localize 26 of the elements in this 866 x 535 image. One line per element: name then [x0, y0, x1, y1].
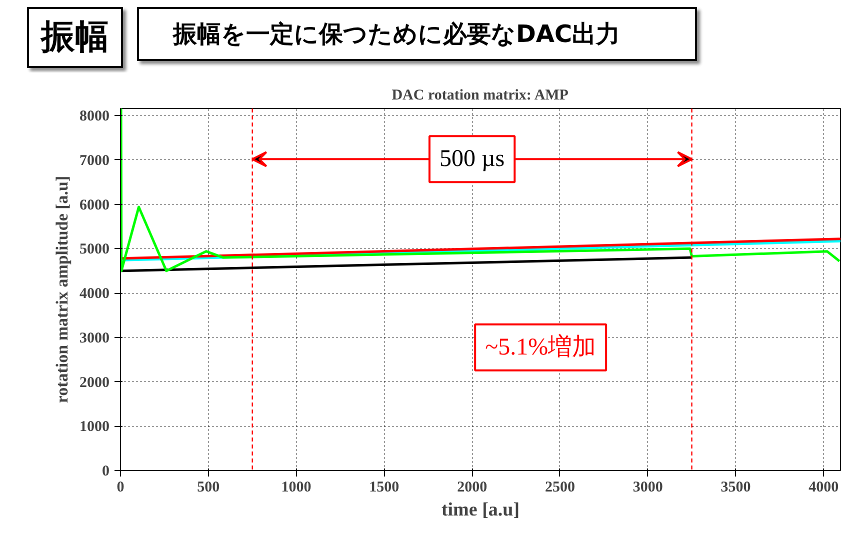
text: 振幅 — [27, 7, 123, 68]
x-tick-label: 2500 — [544, 480, 575, 496]
y-tick-label: 5000 — [80, 242, 110, 258]
x-tick-label: 500 — [197, 480, 220, 496]
x-tick-label: 3000 — [632, 480, 663, 496]
x-tick-label: 1000 — [281, 480, 312, 496]
x-axis-title: time [a.u] — [441, 500, 520, 520]
x-tick-label: 0 — [116, 480, 124, 496]
y-tick-label: 3000 — [80, 330, 110, 346]
y-tick-label: 0 — [102, 464, 110, 480]
line-series — [120, 108, 840, 272]
y-tick-label: 2000 — [80, 374, 110, 391]
x-tick-label: 3500 — [720, 480, 751, 496]
y-tick-label: 1000 — [80, 419, 110, 436]
x-tick-label: 4000 — [808, 480, 839, 496]
x-tick-label: 1500 — [369, 480, 400, 496]
y-axis-title: rotation matrix amplitude [a.u] — [52, 176, 72, 404]
x-tick-label: 2000 — [457, 480, 488, 496]
y-tick-label: 4000 — [80, 286, 110, 302]
annotation: 500 µs — [439, 146, 505, 172]
chart-title: DAC rotation matrix: AMP — [392, 88, 568, 104]
chart-subtitle: 振幅を一定に保つために必要なDAC出力 — [137, 7, 697, 62]
annotation: ~5.1%増加 — [485, 333, 596, 360]
y-tick-label: 6000 — [80, 197, 110, 214]
y-tick-label: 7000 — [80, 152, 110, 169]
y-tick-label: 8000 — [80, 108, 110, 125]
